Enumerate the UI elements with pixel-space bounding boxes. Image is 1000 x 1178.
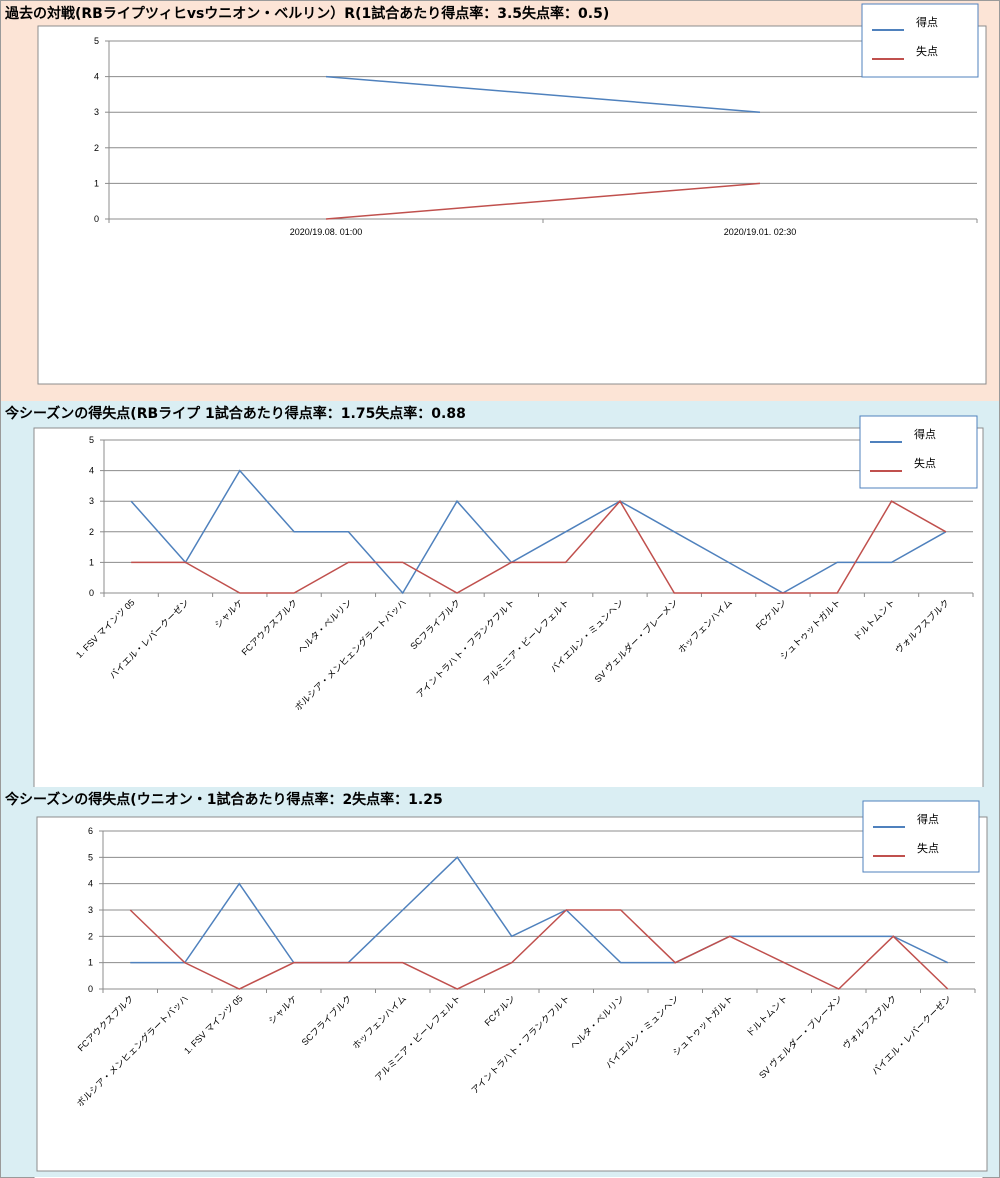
y-tick-label: 5: [88, 852, 93, 862]
legend-label: 得点: [914, 428, 936, 441]
series-line: [325, 75, 761, 113]
series-line: [325, 182, 761, 220]
chart-panel-rb-leipzig-season: 今シーズンの得失点(RBライプ 1試合あたり得点率：1.75失点率：0.88 0…: [1, 401, 999, 1178]
y-tick-label: 3: [89, 496, 94, 506]
y-tick-label: 1: [89, 557, 94, 567]
y-tick-label: 0: [89, 588, 94, 598]
chart-panel-past-matches: 過去の対戦(RBライプツィヒvsウニオン・ベルリン）R(1試合あたり得点率：3.…: [1, 1, 999, 401]
y-tick-label: 3: [88, 905, 93, 915]
y-tick-label: 2: [94, 143, 99, 153]
y-tick-label: 4: [89, 466, 94, 476]
legend-label: 得点: [917, 813, 939, 826]
past-matches-chart: 0 1 2 3 4 5 2020/19.08. 01:00 2020/19.01. 02:30…: [37, 3, 987, 385]
chart-title: 過去の対戦(RBライプツィヒvsウニオン・ベルリン）R(1試合あたり得点率：3.…: [5, 6, 610, 22]
y-tick-label: 1: [94, 178, 99, 188]
x-tick-label: 2020/19.08. 01:00: [290, 227, 363, 237]
legend-label: 失点: [914, 457, 936, 470]
series-line: [130, 856, 949, 964]
y-tick-label: 1: [88, 958, 93, 968]
y-tick-label: 5: [89, 435, 94, 445]
chart-panel-union-season: 今シーズンの得失点(ウニオン・1試合あたり得点率：2失点率：1.25 0 1 2 3 4…: [1, 787, 999, 1177]
legend-box: [861, 3, 979, 78]
series-line: [129, 909, 949, 990]
y-tick-label: 2: [88, 931, 93, 941]
series-line: [130, 469, 947, 595]
legend-label: 失点: [916, 45, 938, 58]
legend-box: [859, 415, 978, 489]
y-tick-label: 4: [94, 72, 99, 82]
y-tick-label: 0: [88, 984, 93, 994]
chart-title: 今シーズンの得失点(RBライプ 1試合あたり得点率：1.75失点率：0.88: [5, 406, 466, 422]
y-tick-label: 2: [89, 527, 94, 537]
legend-label: 失点: [917, 842, 939, 855]
y-tick-label: 3: [94, 107, 99, 117]
legend-label: 得点: [916, 16, 938, 29]
legend-box: [862, 800, 980, 873]
series-line: [131, 499, 947, 594]
chart-area: [37, 25, 987, 385]
chart-title: 今シーズンの得失点(ウニオン・1試合あたり得点率：2失点率：1.25: [5, 792, 443, 808]
y-tick-label: 0: [94, 214, 99, 224]
x-tick-label: 2020/19.01. 02:30: [724, 227, 797, 237]
y-tick-label: 6: [88, 826, 93, 836]
y-tick-label: 5: [94, 36, 99, 46]
y-tick-label: 4: [88, 879, 93, 889]
chart-area: [36, 816, 988, 1172]
